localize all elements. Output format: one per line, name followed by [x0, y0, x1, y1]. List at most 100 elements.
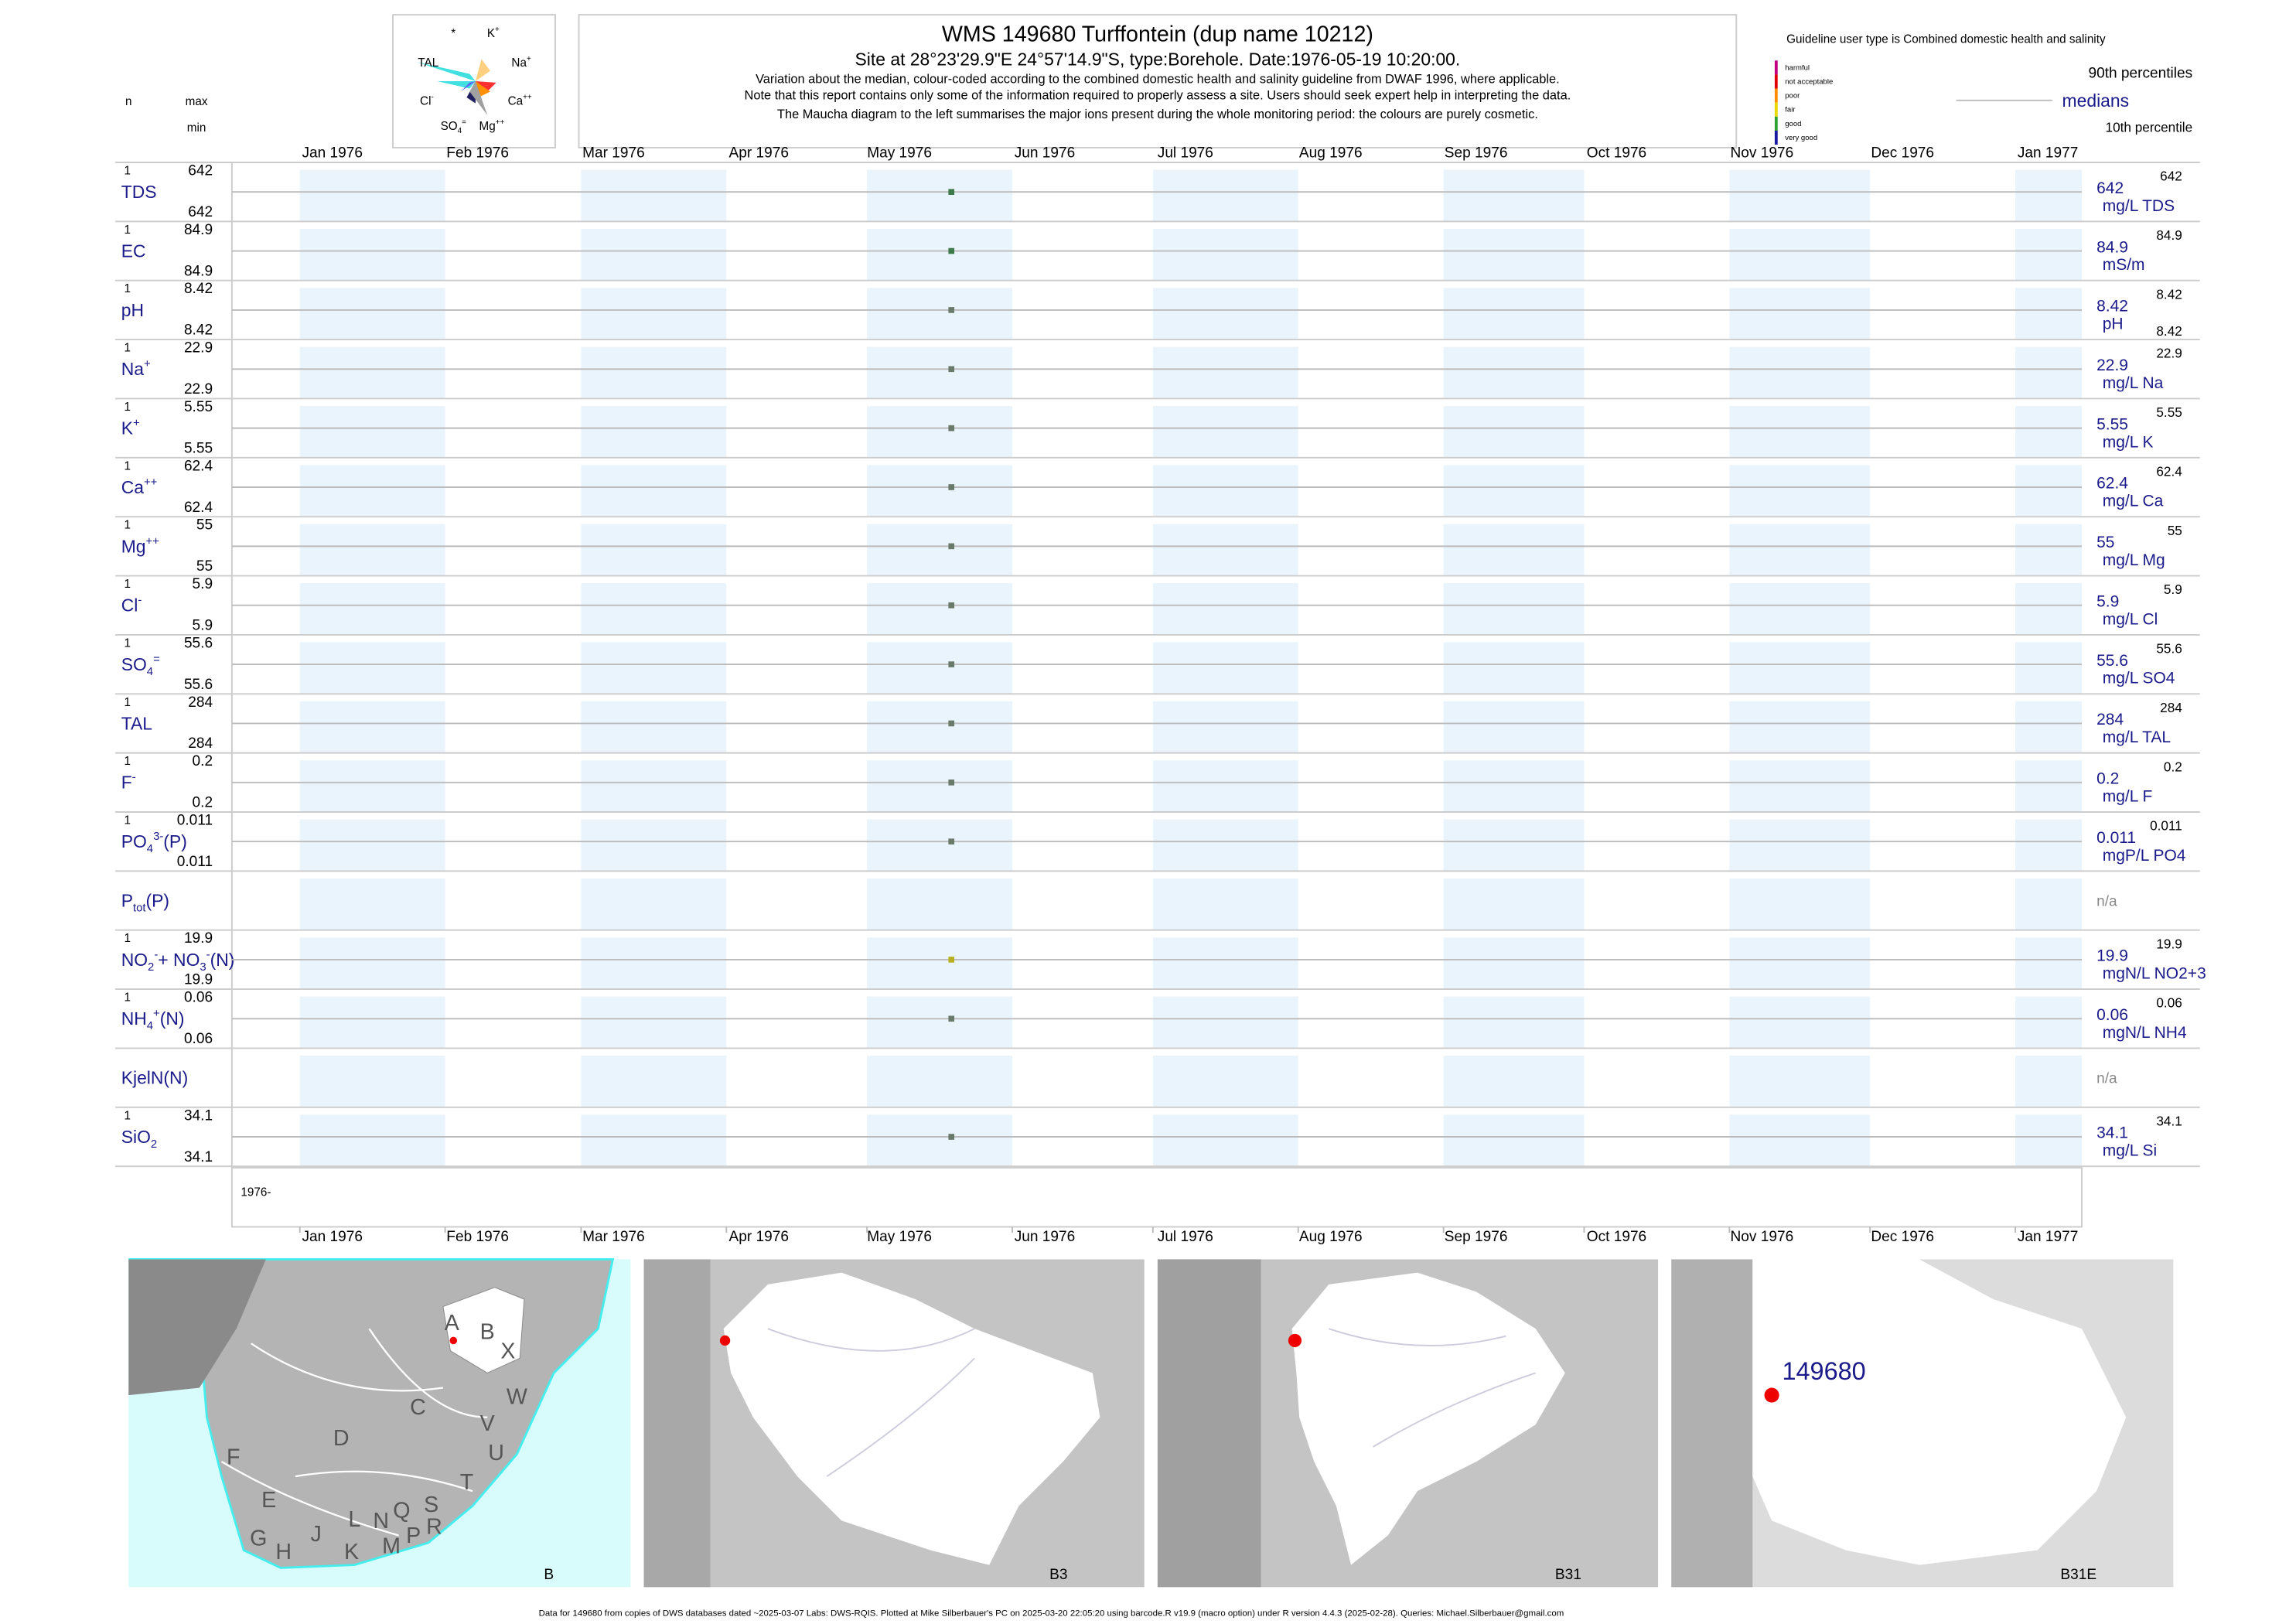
month-band: [1152, 583, 1298, 635]
min-label: 55.6: [184, 677, 213, 693]
n-label: 1: [125, 1109, 131, 1122]
n-label: 1: [125, 932, 131, 945]
min-label: 55: [196, 558, 213, 575]
month-band: [581, 937, 727, 990]
p90-value: 0.011: [2150, 818, 2182, 834]
month-band: [2015, 819, 2082, 872]
n-label: 1: [125, 342, 131, 355]
max-label: 62.4: [184, 458, 213, 474]
note: Note that this report contains only some…: [745, 88, 1571, 102]
guideline-swatch: [1774, 60, 1778, 75]
month-band: [1152, 701, 1298, 753]
month-band: [1729, 878, 1871, 930]
row-label: NO2-+ NO3-(N): [121, 949, 235, 974]
label-part: PO: [121, 831, 147, 851]
label-part: SO: [121, 654, 147, 674]
legend-p10: 10th percentile: [2106, 120, 2193, 135]
min-label: 284: [188, 735, 213, 752]
month-band: [1152, 878, 1298, 930]
median-value: 5.9: [2096, 592, 2119, 610]
label-part: +: [495, 26, 500, 34]
region-label: A: [445, 1311, 460, 1336]
month-band: [299, 524, 445, 576]
month-band: [1152, 169, 1298, 222]
label-part: -: [431, 94, 433, 102]
month-band: [1729, 346, 1871, 399]
n-label: 1: [125, 755, 131, 768]
p90-value: 0.2: [2164, 759, 2182, 774]
n-label: 1: [125, 401, 131, 414]
unit-label: pH: [2103, 316, 2124, 333]
x-tick-label: Nov 1976: [1731, 145, 1794, 162]
month-band: [1152, 819, 1298, 872]
label-part: 3: [200, 961, 206, 974]
row-label: TDS: [121, 182, 157, 202]
time-panel: [230, 1167, 2083, 1228]
p90-value: 62.4: [2156, 463, 2182, 479]
x-tick-label: Mar 1976: [582, 1229, 645, 1245]
month-band: [299, 1056, 445, 1107]
data-point: [948, 1015, 955, 1022]
label-part: 2: [151, 1138, 157, 1151]
month-band: [867, 1114, 1013, 1167]
month-band: [581, 169, 727, 222]
month-band: [1729, 1114, 1871, 1167]
month-band: [2015, 1056, 2082, 1107]
month-band: [1443, 1056, 1585, 1107]
unit-label: mgN/L NO2+3: [2103, 965, 2206, 983]
row-label: Na+: [121, 358, 151, 379]
label-part: TAL: [121, 713, 152, 733]
min-label: 19.9: [184, 972, 213, 988]
month-band: [581, 1056, 727, 1107]
label-part: Na: [121, 359, 145, 379]
row-label: Ca++: [121, 476, 158, 497]
month-band: [299, 346, 445, 399]
region-label: U: [488, 1441, 504, 1465]
label-part: Na: [511, 56, 527, 70]
month-band: [867, 228, 1013, 281]
region-label: V: [480, 1411, 495, 1436]
p90-value: 5.9: [2164, 582, 2182, 597]
month-band: [581, 760, 727, 812]
month-band: [1443, 937, 1585, 990]
label-part: (P): [146, 891, 170, 911]
data-point: [948, 957, 955, 963]
guideline-swatch: [1774, 116, 1778, 131]
data-point: [948, 189, 955, 195]
guideline-swatch: [1774, 102, 1778, 117]
label-part: K: [121, 418, 134, 438]
site-label: 149680: [1782, 1357, 1865, 1385]
x-tick-label: Jun 1976: [1015, 1229, 1076, 1245]
max-label: 0.011: [177, 813, 213, 829]
x-tick-label: Apr 1976: [729, 1229, 789, 1245]
label-part: +: [153, 1008, 160, 1020]
month-band: [1443, 169, 1585, 222]
region-label: E: [261, 1488, 276, 1513]
label-part: Cl: [121, 595, 138, 616]
median-value: 284: [2096, 711, 2124, 728]
label-part: NO: [121, 950, 148, 970]
region-label: T: [460, 1470, 474, 1495]
month-band: [1729, 465, 1871, 517]
month-band: [867, 701, 1013, 753]
max-label: 284: [188, 694, 213, 711]
month-band: [1443, 1114, 1585, 1167]
month-band: [299, 406, 445, 458]
unit-label: mg/L Na: [2103, 374, 2164, 392]
month-band: [867, 760, 1013, 812]
x-tick-label: Jul 1976: [1158, 1229, 1213, 1245]
region-label: K: [344, 1540, 359, 1564]
month-band: [1152, 937, 1298, 990]
data-point: [948, 366, 955, 373]
title-box: [578, 14, 1738, 148]
month-band: [581, 1114, 727, 1167]
month-band: [581, 642, 727, 694]
month-band: [867, 169, 1013, 222]
month-band: [1729, 937, 1871, 990]
month-band: [1443, 524, 1585, 576]
month-band: [1443, 228, 1585, 281]
month-band: [1443, 701, 1585, 753]
label-part: K: [487, 27, 496, 40]
region-label: H: [275, 1540, 292, 1564]
